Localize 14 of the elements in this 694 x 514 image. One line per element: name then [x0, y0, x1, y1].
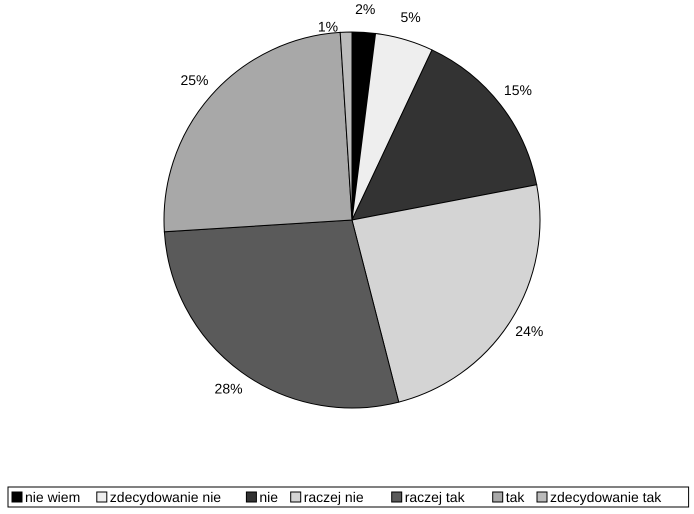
data-label: 24% [515, 323, 544, 340]
legend-label: zdecydowanie tak [550, 489, 662, 505]
legend-label: raczej tak [404, 489, 466, 505]
data-label: 15% [504, 82, 532, 98]
data-label: 28% [214, 380, 243, 397]
data-label: 1% [318, 18, 338, 35]
legend-label: tak [506, 489, 526, 505]
data-label: 25% [180, 72, 208, 88]
data-label: 5% [400, 9, 421, 26]
legend-label: nie [259, 489, 278, 505]
data-label: 2% [355, 1, 376, 18]
legend-label: nie wiem [25, 489, 80, 505]
legend-label: zdecydowanie nie [110, 489, 222, 505]
legend-label: raczej nie [304, 489, 364, 505]
